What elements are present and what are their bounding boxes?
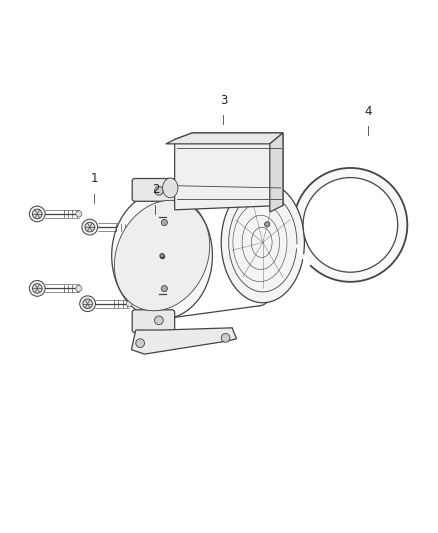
Text: 4: 4 xyxy=(364,104,372,118)
Circle shape xyxy=(293,168,407,282)
Circle shape xyxy=(83,299,92,309)
FancyBboxPatch shape xyxy=(132,179,175,201)
Text: 3: 3 xyxy=(220,94,227,107)
Text: 1: 1 xyxy=(90,173,98,185)
Circle shape xyxy=(155,316,163,325)
Ellipse shape xyxy=(221,182,304,303)
Circle shape xyxy=(29,280,45,296)
Polygon shape xyxy=(175,133,283,210)
Circle shape xyxy=(85,222,95,232)
Circle shape xyxy=(136,339,145,348)
Circle shape xyxy=(82,219,98,235)
FancyBboxPatch shape xyxy=(132,310,175,333)
Polygon shape xyxy=(270,133,283,212)
Circle shape xyxy=(126,301,132,307)
Circle shape xyxy=(265,222,270,227)
Polygon shape xyxy=(166,133,283,144)
Circle shape xyxy=(155,187,163,195)
Circle shape xyxy=(160,253,164,258)
Circle shape xyxy=(303,177,398,272)
Circle shape xyxy=(128,224,134,230)
Ellipse shape xyxy=(112,192,212,319)
Circle shape xyxy=(221,334,230,342)
Circle shape xyxy=(161,286,167,292)
Circle shape xyxy=(76,211,82,217)
Ellipse shape xyxy=(162,178,178,198)
Polygon shape xyxy=(131,328,237,354)
Circle shape xyxy=(29,206,45,222)
Circle shape xyxy=(80,296,95,312)
Circle shape xyxy=(76,285,82,292)
Circle shape xyxy=(161,220,167,225)
Ellipse shape xyxy=(114,200,210,311)
Circle shape xyxy=(32,284,42,293)
Circle shape xyxy=(32,209,42,219)
Text: 2: 2 xyxy=(152,183,159,197)
